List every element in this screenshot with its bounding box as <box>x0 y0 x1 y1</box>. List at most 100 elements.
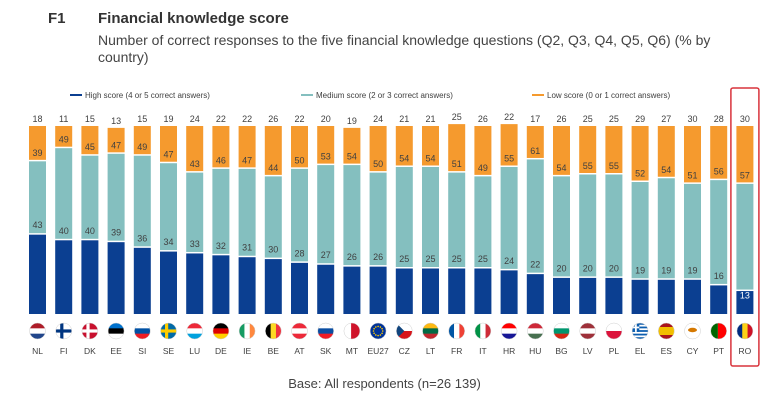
value-label-BG-2: 26 <box>556 114 566 124</box>
value-label-EL-0: 19 <box>635 265 645 275</box>
flag-EU27-icon <box>370 323 386 339</box>
bar-segment-DE-0 <box>212 255 229 314</box>
country-label-CY: CY <box>687 346 699 356</box>
value-label-CZ-2: 21 <box>399 114 409 124</box>
country-label-HR: HR <box>503 346 515 356</box>
bar-group-EE: 394713 <box>108 116 125 314</box>
bar-group-MT: 265419 <box>343 116 360 314</box>
bar-segment-CZ-1 <box>396 167 413 267</box>
flag-PT-icon <box>711 323 727 339</box>
value-label-HU-0: 22 <box>530 260 540 270</box>
flag-FR-icon <box>449 323 465 339</box>
value-label-RO-0: 13 <box>740 291 750 301</box>
value-label-SK-1: 53 <box>321 152 331 162</box>
bar-segment-SK-1 <box>317 165 334 263</box>
bar-segment-SK-0 <box>317 265 334 314</box>
value-label-MT-0: 26 <box>347 252 357 262</box>
value-label-LU-1: 43 <box>190 159 200 169</box>
bar-segment-EE-0 <box>108 242 125 314</box>
value-label-EL-2: 29 <box>635 114 645 124</box>
value-label-BE-1: 44 <box>268 163 278 173</box>
country-label-RO: RO <box>739 346 752 356</box>
country-label-LU: LU <box>189 346 200 356</box>
country-label-HU: HU <box>529 346 541 356</box>
bar-group-DE: 324622 <box>212 114 229 314</box>
value-label-NL-2: 18 <box>32 114 42 124</box>
country-label-BE: BE <box>268 346 280 356</box>
value-label-PT-0: 16 <box>714 271 724 281</box>
value-label-DK-0: 40 <box>85 226 95 236</box>
flag-ES-icon <box>658 323 674 339</box>
value-label-LT-0: 25 <box>425 254 435 264</box>
bar-segment-BG-0 <box>553 278 570 314</box>
country-label-EL: EL <box>635 346 646 356</box>
value-label-FI-1: 49 <box>59 135 69 145</box>
bar-group-CZ: 25 54 21 <box>396 114 413 314</box>
value-label-HR-1: 55 <box>504 153 514 163</box>
value-label-NL-1: 39 <box>32 148 42 158</box>
flag-FI-icon <box>56 323 72 339</box>
value-label-PL-1: 55 <box>609 161 619 171</box>
flag-LT-icon <box>423 323 439 339</box>
value-label-RO-2: 30 <box>740 114 750 124</box>
country-label-PT: PT <box>713 346 724 356</box>
bar-segment-PL-1 <box>605 175 622 277</box>
bar-segment-PT-0 <box>710 285 727 314</box>
flag-SK-icon <box>318 323 334 339</box>
bar-segment-HU-1 <box>527 159 544 272</box>
value-label-HR-2: 22 <box>504 112 514 122</box>
value-label-EE-0: 39 <box>111 228 121 238</box>
value-label-ES-0: 19 <box>661 265 671 275</box>
value-label-IE-2: 22 <box>242 114 252 124</box>
country-label-IT: IT <box>479 346 487 356</box>
bar-group-LV: 205525 <box>579 114 596 314</box>
bar-group-EL: 19 52 29 <box>632 114 649 314</box>
bar-segment-SE-0 <box>160 252 177 314</box>
value-label-IE-1: 47 <box>242 155 252 165</box>
country-label-LT: LT <box>426 346 435 356</box>
legend-label-0: High score (4 or 5 correct answers) <box>85 91 210 100</box>
value-label-IT-1: 49 <box>478 163 488 173</box>
country-label-NL: NL <box>32 346 43 356</box>
bar-segment-CZ-0 <box>396 269 413 315</box>
country-label-FI: FI <box>60 346 68 356</box>
base-footnote: Base: All respondents (n=26 139) <box>0 376 769 391</box>
value-label-BE-0: 30 <box>268 245 278 255</box>
bar-segment-BE-0 <box>265 259 282 314</box>
country-label-MT: MT <box>346 346 358 356</box>
stacked-bar-chart: High score (4 or 5 correct answers) Mediu… <box>0 0 769 370</box>
bar-segment-LT-1 <box>422 167 439 267</box>
flag-LV-icon <box>580 323 596 339</box>
bar-segment-LV-1 <box>579 175 596 277</box>
value-label-DE-1: 46 <box>216 155 226 165</box>
value-label-IT-0: 25 <box>478 254 488 264</box>
bar-segment-CY-0 <box>684 280 701 314</box>
bar-group-PT: 165628 <box>710 114 727 314</box>
bar-segment-AT-0 <box>291 263 308 314</box>
value-label-LT-2: 21 <box>425 114 435 124</box>
value-label-SK-0: 27 <box>321 250 331 260</box>
country-label-PL: PL <box>609 346 620 356</box>
country-label-DK: DK <box>84 346 96 356</box>
country-labels: NL FI DK EE SI SE LU DE IE BE AT SK MT EU27 CZ LT FR IT HR… <box>32 346 752 356</box>
country-label-EE: EE <box>110 346 122 356</box>
flag-SE-icon <box>161 323 177 339</box>
value-label-CZ-0: 25 <box>399 254 409 264</box>
bar-segment-CY-1 <box>684 184 701 278</box>
country-label-IE: IE <box>243 346 251 356</box>
bar-group-PL: 20 55 25 <box>605 114 622 314</box>
bar-group-DK: 404515 <box>81 114 98 314</box>
bar-segment-HU-0 <box>527 274 544 314</box>
bar-segment-LT-0 <box>422 269 439 315</box>
bar-segment-DK-0 <box>81 240 98 314</box>
country-label-AT: AT <box>294 346 304 356</box>
value-label-PL-0: 20 <box>609 263 619 273</box>
value-label-PL-2: 25 <box>609 114 619 124</box>
bar-group-HR: 245522 <box>501 112 518 314</box>
bar-group-ES: 19 54 27 <box>658 114 675 314</box>
bar-segment-EL-1 <box>632 182 649 278</box>
bar-group-EU27: 265024 <box>370 114 387 314</box>
bar-segment-FR-0 <box>448 269 465 315</box>
value-label-ES-1: 54 <box>661 165 671 175</box>
flag-DK-icon <box>82 323 98 339</box>
